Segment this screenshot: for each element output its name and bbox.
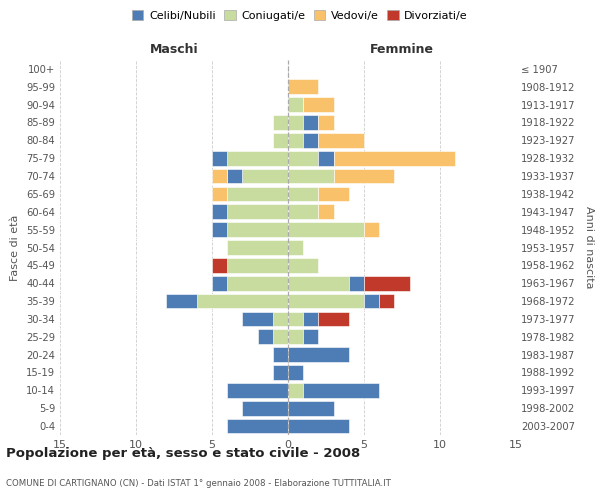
Bar [212, 168, 227, 184]
Bar [227, 151, 288, 166]
Bar [288, 151, 319, 166]
Bar [227, 419, 288, 434]
Bar [319, 204, 334, 219]
Bar [303, 133, 319, 148]
Bar [212, 186, 227, 201]
Bar [319, 312, 349, 326]
Y-axis label: Anni di nascita: Anni di nascita [584, 206, 593, 289]
Bar [319, 186, 349, 201]
Bar [273, 348, 288, 362]
Bar [303, 383, 379, 398]
Bar [319, 115, 334, 130]
Bar [242, 401, 288, 415]
Bar [288, 365, 303, 380]
Text: Femmine: Femmine [370, 44, 434, 57]
Bar [334, 168, 394, 184]
Bar [197, 294, 288, 308]
Bar [227, 168, 242, 184]
Bar [288, 186, 319, 201]
Bar [288, 240, 303, 255]
Bar [288, 204, 319, 219]
Bar [364, 294, 379, 308]
Bar [288, 383, 303, 398]
Bar [288, 98, 303, 112]
Bar [288, 276, 349, 290]
Bar [212, 222, 227, 237]
Bar [212, 204, 227, 219]
Bar [212, 276, 227, 290]
Bar [227, 383, 288, 398]
Bar [273, 133, 288, 148]
Bar [227, 258, 288, 272]
Bar [242, 168, 288, 184]
Bar [288, 115, 303, 130]
Text: Popolazione per età, sesso e stato civile - 2008: Popolazione per età, sesso e stato civil… [6, 448, 360, 460]
Bar [288, 80, 319, 94]
Bar [303, 98, 334, 112]
Bar [303, 330, 319, 344]
Bar [288, 222, 364, 237]
Bar [364, 222, 379, 237]
Text: Maschi: Maschi [149, 44, 199, 57]
Bar [257, 330, 273, 344]
Bar [288, 294, 364, 308]
Bar [227, 186, 288, 201]
Bar [273, 330, 288, 344]
Bar [364, 276, 410, 290]
Bar [227, 204, 288, 219]
Bar [288, 258, 319, 272]
Bar [379, 294, 394, 308]
Text: COMUNE DI CARTIGNANO (CN) - Dati ISTAT 1° gennaio 2008 - Elaborazione TUTTITALIA: COMUNE DI CARTIGNANO (CN) - Dati ISTAT 1… [6, 479, 391, 488]
Bar [288, 168, 334, 184]
Bar [273, 115, 288, 130]
Bar [303, 115, 319, 130]
Bar [319, 133, 364, 148]
Bar [303, 312, 319, 326]
Bar [288, 330, 303, 344]
Bar [212, 258, 227, 272]
Bar [349, 276, 364, 290]
Bar [319, 151, 334, 166]
Bar [288, 419, 349, 434]
Bar [242, 312, 273, 326]
Bar [227, 276, 288, 290]
Bar [288, 312, 303, 326]
Bar [288, 401, 334, 415]
Bar [227, 240, 288, 255]
Bar [288, 133, 303, 148]
Bar [227, 222, 288, 237]
Bar [334, 151, 455, 166]
Bar [166, 294, 197, 308]
Bar [288, 348, 349, 362]
Legend: Celibi/Nubili, Coniugati/e, Vedovi/e, Divorziati/e: Celibi/Nubili, Coniugati/e, Vedovi/e, Di… [130, 8, 470, 23]
Y-axis label: Fasce di età: Fasce di età [10, 214, 20, 280]
Bar [273, 312, 288, 326]
Bar [273, 365, 288, 380]
Bar [212, 151, 227, 166]
